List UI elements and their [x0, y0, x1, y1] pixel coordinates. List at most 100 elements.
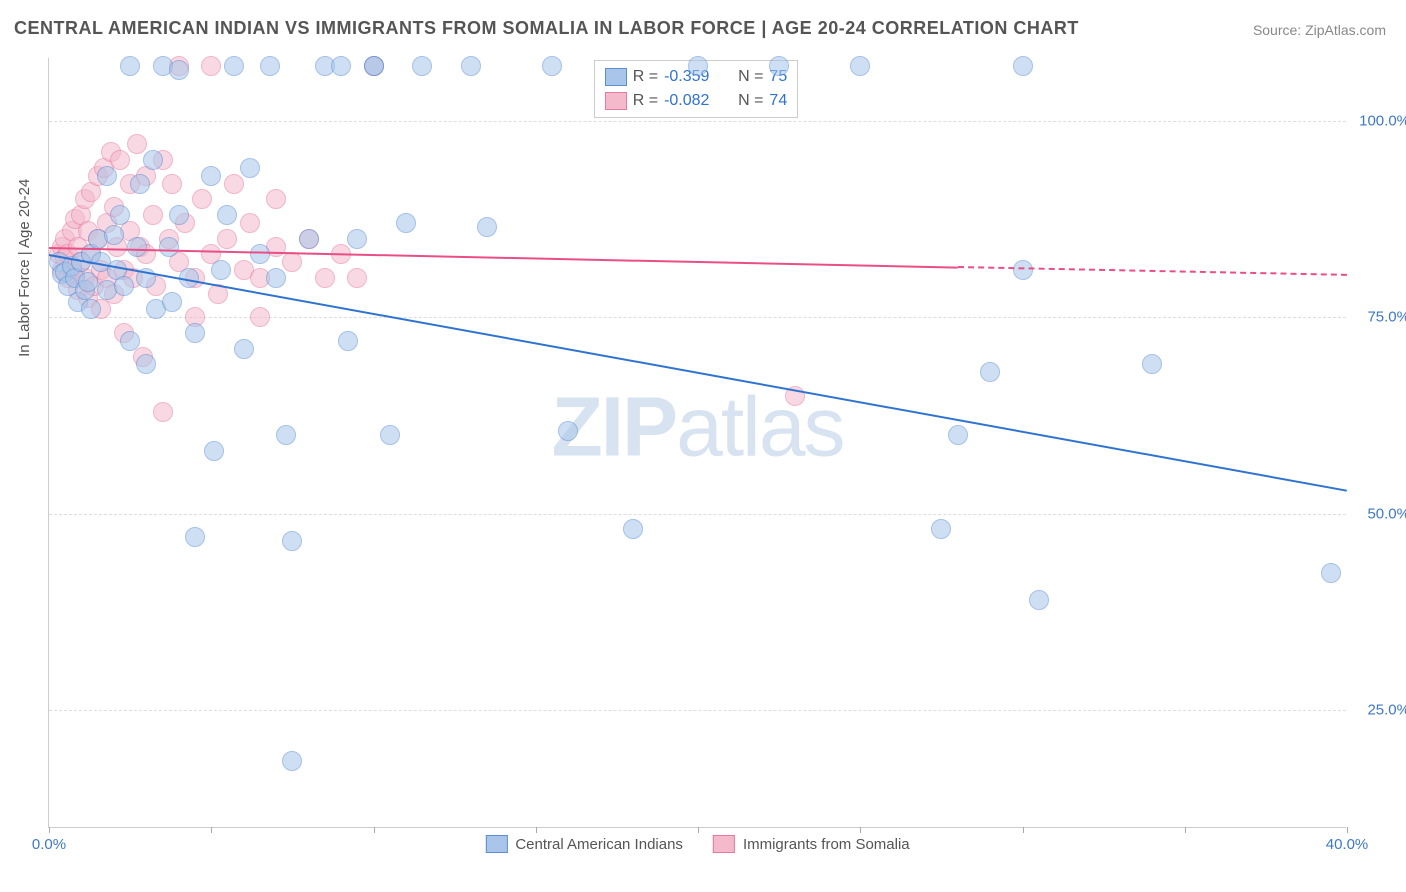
data-point [850, 56, 870, 76]
data-point [250, 244, 270, 264]
data-point [217, 205, 237, 225]
data-point [396, 213, 416, 233]
data-point [338, 331, 358, 351]
legend-label-2: Immigrants from Somalia [743, 836, 910, 853]
data-point [162, 292, 182, 312]
data-point [282, 252, 302, 272]
data-point [931, 519, 951, 539]
data-point [104, 225, 124, 245]
x-tick [860, 827, 861, 833]
y-tick-label: 25.0% [1367, 702, 1406, 719]
data-point [217, 229, 237, 249]
data-point [97, 166, 117, 186]
chart-title: CENTRAL AMERICAN INDIAN VS IMMIGRANTS FR… [14, 18, 1079, 39]
data-point [127, 134, 147, 154]
data-point [110, 205, 130, 225]
x-tick [1023, 827, 1024, 833]
data-point [114, 276, 134, 296]
data-point [477, 217, 497, 237]
legend-n-value: 74 [769, 92, 787, 110]
data-point [234, 339, 254, 359]
data-point [542, 56, 562, 76]
data-point [127, 237, 147, 257]
x-tick [211, 827, 212, 833]
x-tick [1185, 827, 1186, 833]
data-point [81, 299, 101, 319]
grid-line [49, 514, 1346, 515]
data-point [299, 229, 319, 249]
data-point [276, 425, 296, 445]
data-point [224, 174, 244, 194]
data-point [143, 150, 163, 170]
data-point [688, 56, 708, 76]
data-point [162, 174, 182, 194]
data-point [769, 56, 789, 76]
data-point [980, 362, 1000, 382]
data-point [153, 402, 173, 422]
data-point [1013, 260, 1033, 280]
data-point [201, 56, 221, 76]
legend-n-label: N = [738, 92, 763, 110]
x-tick [49, 827, 50, 833]
legend-swatch [605, 92, 627, 110]
data-point [78, 272, 98, 292]
legend-swatch-2 [713, 835, 735, 853]
grid-line [49, 317, 1346, 318]
grid-line [49, 710, 1346, 711]
data-point [461, 56, 481, 76]
y-tick-label: 100.0% [1359, 112, 1406, 129]
data-point [347, 268, 367, 288]
data-point [282, 531, 302, 551]
legend-series: Central American Indians Immigrants from… [485, 835, 909, 853]
data-point [347, 229, 367, 249]
data-point [240, 158, 260, 178]
data-point [192, 189, 212, 209]
y-tick-label: 50.0% [1367, 505, 1406, 522]
data-point [260, 56, 280, 76]
x-tick-label: 0.0% [32, 836, 66, 853]
data-point [315, 268, 335, 288]
data-point [130, 174, 150, 194]
x-tick [698, 827, 699, 833]
data-point [380, 425, 400, 445]
legend-n-label: N = [738, 68, 763, 86]
legend-item-2: Immigrants from Somalia [713, 835, 910, 853]
legend-r-value: -0.082 [664, 92, 722, 110]
legend-r-label: R = [633, 92, 658, 110]
data-point [331, 56, 351, 76]
data-point [169, 205, 189, 225]
data-point [185, 323, 205, 343]
grid-line [49, 121, 1346, 122]
data-point [948, 425, 968, 445]
x-tick [1347, 827, 1348, 833]
legend-item-1: Central American Indians [485, 835, 683, 853]
data-point [1142, 354, 1162, 374]
data-point [169, 60, 189, 80]
data-point [250, 307, 270, 327]
y-tick-label: 75.0% [1367, 309, 1406, 326]
source-attribution: Source: ZipAtlas.com [1253, 22, 1386, 38]
data-point [623, 519, 643, 539]
data-point [412, 56, 432, 76]
legend-correlation-row: R = -0.082 N = 74 [605, 89, 787, 113]
data-point [185, 527, 205, 547]
data-point [1013, 56, 1033, 76]
data-point [282, 751, 302, 771]
data-point [159, 237, 179, 257]
x-tick-label: 40.0% [1326, 836, 1369, 853]
data-point [266, 189, 286, 209]
data-point [120, 331, 140, 351]
x-tick [536, 827, 537, 833]
data-point [558, 421, 578, 441]
data-point [143, 205, 163, 225]
y-axis-label: In Labor Force | Age 20-24 [16, 179, 33, 357]
legend-r-label: R = [633, 68, 658, 86]
data-point [1029, 590, 1049, 610]
legend-label-1: Central American Indians [515, 836, 683, 853]
data-point [211, 260, 231, 280]
data-point [364, 56, 384, 76]
data-point [120, 56, 140, 76]
legend-swatch-1 [485, 835, 507, 853]
x-tick [374, 827, 375, 833]
data-point [1321, 563, 1341, 583]
